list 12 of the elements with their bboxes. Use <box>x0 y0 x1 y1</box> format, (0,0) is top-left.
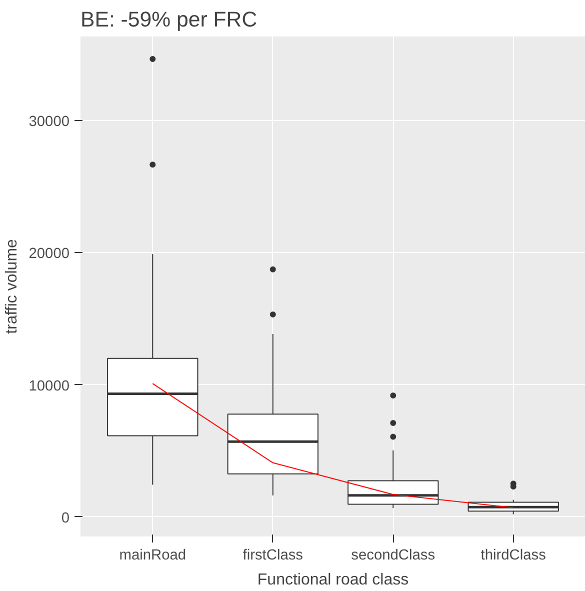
y-tick-label: 30000 <box>28 114 70 130</box>
x-tick-label: secondClass <box>351 548 436 564</box>
x-axis-title: Functional road class <box>257 572 409 588</box>
y-tick-label: 20000 <box>28 246 70 262</box>
x-tick-label: firstClass <box>242 548 304 564</box>
x-tick-label: mainRoad <box>119 548 186 564</box>
y-tick-label: 10000 <box>28 378 70 394</box>
chart-title: BE: -59% per FRC <box>80 8 258 32</box>
x-tick-label: thirdClass <box>480 548 546 564</box>
y-tick-label: 0 <box>61 510 70 526</box>
y-axis-title: traffic volume <box>4 238 21 334</box>
line-series <box>152 383 514 508</box>
